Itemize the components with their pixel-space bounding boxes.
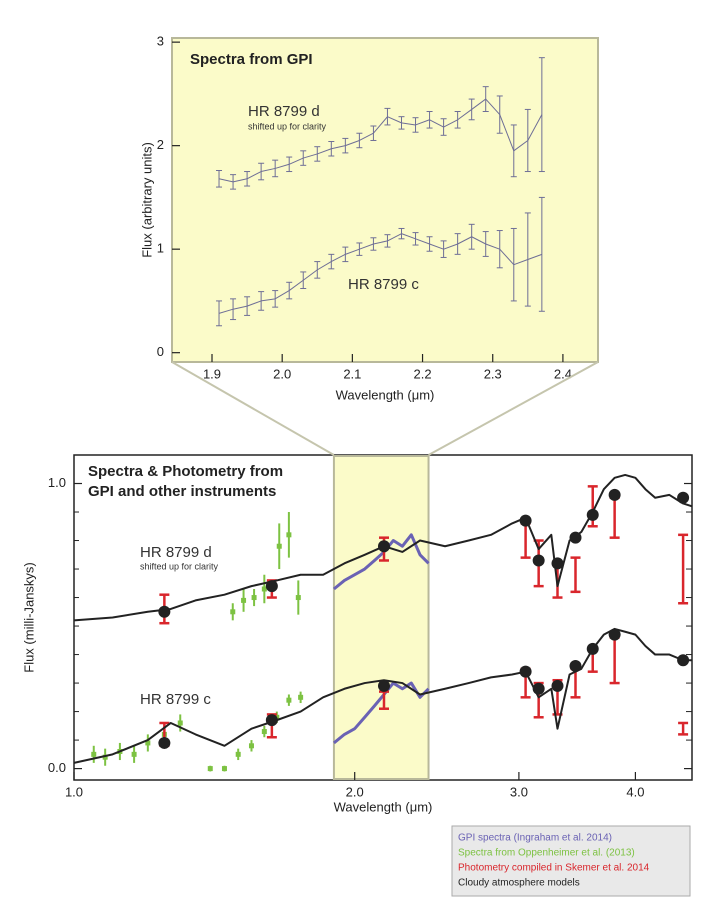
model-point: [265, 580, 278, 593]
chart-title: GPI and other instruments: [88, 483, 276, 500]
model-point: [158, 605, 171, 618]
x-tick-label: 1.9: [203, 366, 221, 381]
model-point: [551, 557, 564, 570]
legend-box: [451, 825, 691, 897]
model-point: [586, 508, 599, 521]
highlight-band: [332, 455, 430, 780]
model-point: [158, 736, 171, 749]
model-point: [532, 554, 545, 567]
spectrum-line: [73, 627, 692, 764]
y-tick-label: 3: [157, 34, 164, 49]
x-tick-label: 2.1: [343, 366, 361, 381]
y-tick-label: 1: [157, 241, 164, 256]
annotation: shifted up for clarity: [248, 121, 327, 131]
zoom-connector: [171, 361, 335, 456]
model-point: [265, 714, 278, 727]
annotation: HR 8799 d: [140, 544, 212, 561]
model-point: [677, 654, 690, 667]
model-point: [377, 540, 390, 553]
model-point: [608, 628, 621, 641]
spectrum-line: [73, 473, 693, 622]
data-point: [221, 766, 227, 772]
model-point: [519, 665, 532, 678]
y-axis-label: Flux (milli-Janskys): [21, 562, 36, 673]
x-axis-label: Wavelength (μm): [336, 387, 435, 402]
data-point: [102, 754, 108, 760]
model-point: [377, 679, 390, 692]
data-point: [145, 740, 151, 746]
x-tick-label: 2.2: [414, 366, 432, 381]
data-point: [286, 532, 292, 538]
annotation: HR 8799 d: [248, 103, 320, 120]
data-point: [295, 595, 301, 601]
data-point: [241, 597, 247, 603]
x-tick-label: 1.0: [65, 784, 83, 799]
x-tick-label: 3.0: [510, 784, 528, 799]
model-point: [608, 488, 621, 501]
model-point: [677, 491, 690, 504]
plot-area: [171, 37, 599, 363]
data-point: [261, 586, 267, 592]
data-point: [276, 543, 282, 549]
y-tick-label: 0.0: [48, 760, 66, 775]
data-point: [131, 751, 137, 757]
data-point: [286, 697, 292, 703]
model-point: [532, 682, 545, 695]
model-point: [551, 679, 564, 692]
data-point: [91, 751, 97, 757]
spectrum-line: [218, 233, 543, 314]
x-tick-label: 4.0: [626, 784, 644, 799]
data-point: [248, 743, 254, 749]
model-point: [569, 659, 582, 672]
y-tick-label: 0: [157, 344, 164, 359]
y-axis-label: Flux (arbitrary units): [139, 142, 154, 258]
data-point: [235, 751, 241, 757]
chart-title: Spectra & Photometry from: [88, 463, 283, 480]
model-point: [586, 642, 599, 655]
annotation: shifted up for clarity: [140, 561, 219, 571]
spectrum-line: [218, 98, 543, 183]
model-point: [519, 514, 532, 527]
legend-entry: Photometry compiled in Skemer et al. 201…: [458, 863, 650, 874]
x-tick-label: 2.4: [554, 366, 572, 381]
legend-entry: Spectra from Oppenheimer et al. (2013): [458, 848, 635, 859]
zoom-connector: [428, 361, 599, 456]
annotation: HR 8799 c: [348, 276, 419, 293]
data-point: [298, 694, 304, 700]
data-point: [261, 729, 267, 735]
x-tick-label: 2.3: [484, 366, 502, 381]
x-tick-label: 2.0: [273, 366, 291, 381]
legend-entry: GPI spectra (Ingraham et al. 2014): [458, 833, 612, 844]
y-tick-label: 1.0: [48, 475, 66, 490]
data-point: [251, 595, 257, 601]
x-tick-label: 2.0: [346, 784, 364, 799]
y-tick-label: 2: [157, 137, 164, 152]
x-axis-label: Wavelength (μm): [334, 799, 433, 814]
model-point: [569, 531, 582, 544]
chart-title: Spectra from GPI: [190, 51, 313, 68]
data-point: [230, 609, 236, 615]
data-point: [177, 720, 183, 726]
annotation: HR 8799 c: [140, 691, 211, 708]
data-point: [207, 766, 213, 772]
legend-entry: Cloudy atmosphere models: [458, 878, 580, 889]
